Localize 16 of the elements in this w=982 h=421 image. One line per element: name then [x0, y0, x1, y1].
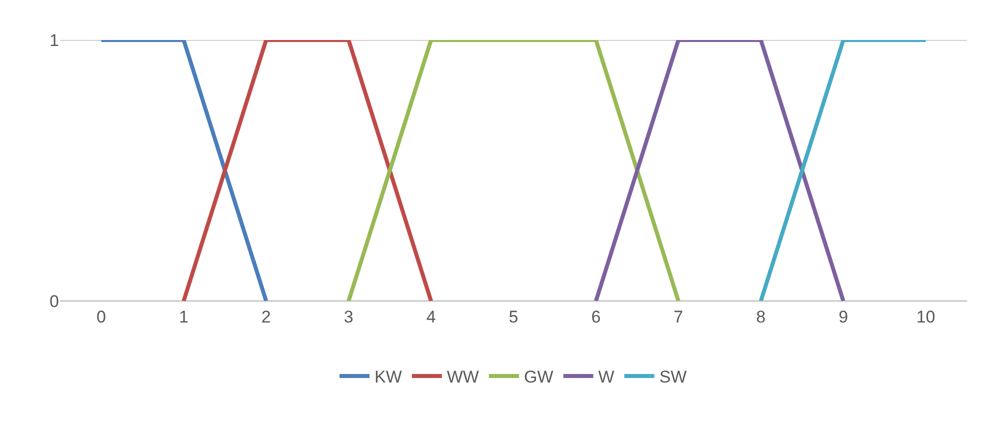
legend-label: KW [374, 368, 402, 387]
x-tick-label: 7 [674, 307, 684, 326]
x-tick-label: 2 [261, 307, 271, 326]
legend-label: W [598, 368, 614, 387]
x-tick-label: 4 [426, 307, 436, 326]
legend-label: SW [659, 368, 687, 387]
x-tick-label: 5 [508, 307, 518, 326]
x-tick-label: 9 [838, 307, 848, 326]
x-tick-label: 8 [756, 307, 766, 326]
legend-label: GW [524, 368, 554, 387]
x-tick-label: 1 [178, 307, 188, 326]
x-tick-label: 10 [916, 307, 936, 326]
x-tick-label: 0 [96, 307, 106, 326]
x-tick-label: 6 [591, 307, 601, 326]
x-tick-label: 3 [344, 307, 354, 326]
legend-label: WW [446, 368, 479, 387]
